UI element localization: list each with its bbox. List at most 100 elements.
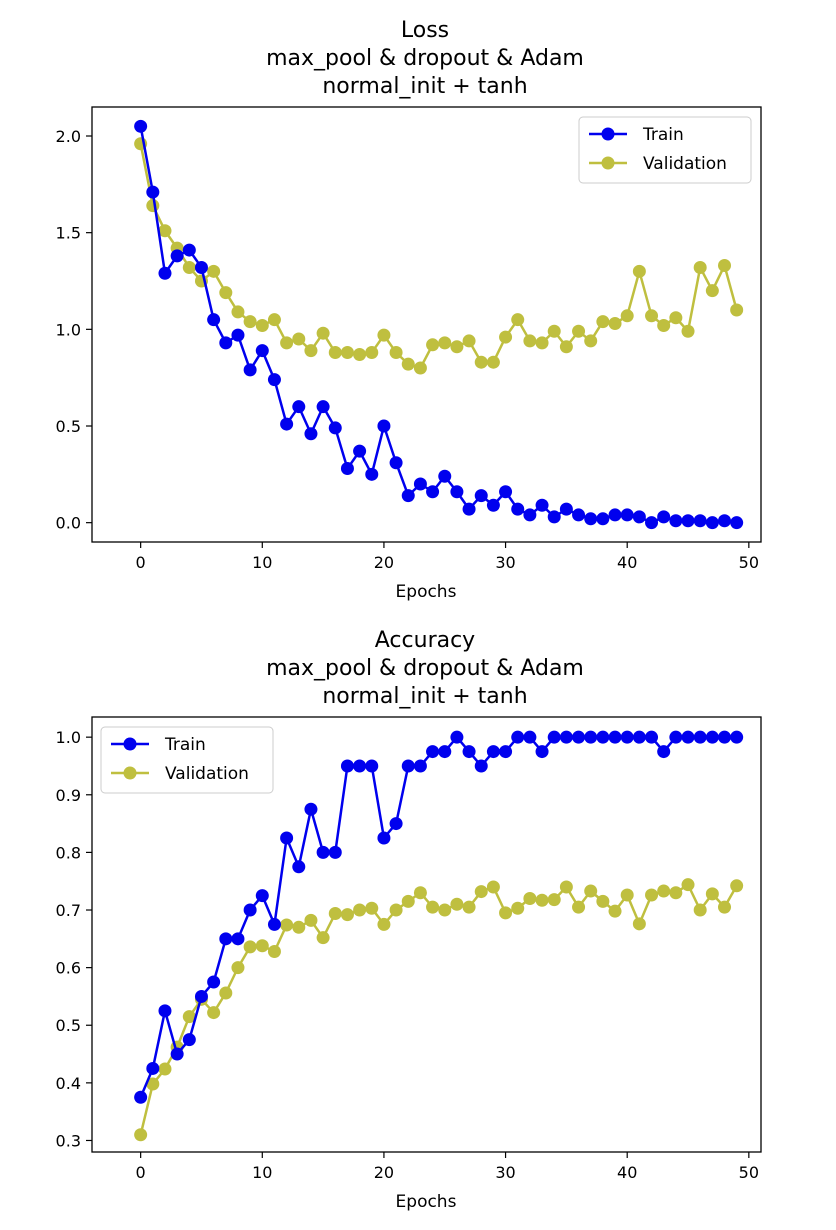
loss-chart-validation-point (292, 332, 306, 346)
loss-chart-train-point (182, 243, 196, 257)
loss-chart-validation-point (511, 313, 525, 327)
accuracy-chart-validation-point (207, 1006, 221, 1020)
accuracy-chart-validation-point (632, 917, 646, 931)
accuracy-chart-validation-point (231, 961, 245, 975)
loss-chart-ticks: 0 10 20 30 40 50 0.0 0.5 1.0 1.5 2.0 (56, 127, 759, 572)
accuracy-chart-y-tick-label: 0.3 (56, 1131, 81, 1150)
loss-chart-train-point (596, 512, 610, 526)
accuracy-chart-train-point (243, 903, 257, 917)
loss-chart-train-point (559, 502, 573, 516)
accuracy-chart-title-line-1: Accuracy (375, 628, 475, 653)
accuracy-chart-validation-point (474, 885, 488, 899)
loss-chart-validation-point (182, 260, 196, 274)
loss-chart-validation-point (304, 344, 318, 358)
accuracy-chart-train-point (158, 1004, 172, 1018)
loss-chart-validation-point (243, 315, 257, 329)
loss-chart-validation-point (657, 318, 671, 332)
accuracy-chart-train-point (194, 989, 208, 1003)
accuracy-chart-train-point (523, 730, 537, 744)
loss-chart-train-point (158, 266, 172, 280)
accuracy-chart-title-line-3: normal_init + tanh (322, 684, 527, 709)
accuracy-chart-validation-point (645, 888, 659, 902)
loss-chart-validation-point (572, 324, 586, 338)
accuracy-chart-x-tick-label: 40 (617, 1163, 637, 1182)
accuracy-chart-series (134, 730, 744, 1142)
accuracy-chart-validation-point (146, 1077, 160, 1091)
accuracy-chart-validation-point (353, 903, 367, 917)
loss-chart-train-point (146, 185, 160, 199)
accuracy-chart-train-point (134, 1090, 148, 1104)
accuracy-chart-validation-point (523, 891, 537, 905)
loss-chart-legend: Train Validation (578, 116, 752, 184)
accuracy-chart-train-point (499, 745, 513, 759)
accuracy-chart-y-tick-label: 0.6 (56, 959, 81, 978)
accuracy-chart-validation-point (718, 900, 732, 914)
loss-chart-train-point (511, 502, 525, 516)
loss-chart-validation-point (730, 303, 744, 317)
loss-chart-train-point (316, 400, 330, 414)
accuracy-chart-train-point (693, 730, 707, 744)
loss-chart-legend-validation-label: Validation (643, 154, 727, 174)
accuracy-chart-train-point (340, 759, 354, 773)
loss-chart-validation-point (353, 347, 367, 361)
accuracy-chart-validation-point (316, 931, 330, 945)
accuracy-chart-x-axis-label: Epochs (396, 1192, 457, 1212)
accuracy-chart-validation-point (243, 940, 257, 954)
accuracy-chart-validation-point (620, 888, 634, 902)
loss-chart-train-point (413, 477, 427, 491)
loss-chart-validation-point (608, 317, 622, 331)
accuracy-chart-validation-point (413, 886, 427, 900)
loss-chart-train-point (657, 510, 671, 524)
loss-chart-train-point (486, 498, 500, 512)
loss-chart-plot-frame (91, 106, 762, 543)
loss-chart-validation-point (632, 264, 646, 278)
loss-chart-validation-point (596, 315, 610, 329)
accuracy-chart-train-point (389, 817, 403, 831)
loss-chart-train-point (438, 469, 452, 483)
loss-chart-train-point (693, 514, 707, 528)
accuracy-chart-train-point (718, 730, 732, 744)
loss-chart-y-tick-label: 0.0 (56, 514, 81, 533)
loss-chart-train-point (669, 514, 683, 528)
accuracy-chart-validation-point (280, 918, 294, 932)
loss-chart-validation-point (693, 260, 707, 274)
accuracy-chart-train-point (255, 889, 269, 903)
loss-chart-train-point (730, 516, 744, 530)
loss-chart-validation-point (547, 324, 561, 338)
accuracy-chart-y-tick-label: 0.4 (56, 1074, 81, 1093)
loss-chart-train-point (170, 249, 184, 263)
accuracy-chart-plot-frame (91, 716, 762, 1153)
loss-chart-train-point (401, 489, 415, 503)
accuracy-chart-train-point (413, 759, 427, 773)
accuracy-chart-legend-train-label: Train (164, 735, 206, 755)
accuracy-chart-x-tick-label: 50 (739, 1163, 759, 1182)
accuracy-chart-validation-point (134, 1128, 148, 1142)
accuracy-chart-validation-point (182, 1010, 196, 1024)
loss-chart-train-point (499, 485, 513, 499)
accuracy-chart-validation-point (450, 897, 464, 911)
loss-chart-validation-point (462, 334, 476, 348)
loss-chart-y-tick-label: 0.5 (56, 417, 81, 436)
loss-chart-train-point (632, 510, 646, 524)
accuracy-chart-train-point (219, 932, 233, 946)
accuracy-chart-x-tick-label: 10 (252, 1163, 272, 1182)
accuracy-chart-title-line-2: max_pool & dropout & Adam (266, 656, 584, 681)
loss-chart-train-point (389, 456, 403, 470)
loss-chart-legend-validation-marker (601, 156, 615, 170)
loss-chart-train-point (450, 485, 464, 499)
accuracy-chart-train-point (730, 730, 744, 744)
accuracy-chart-validation-point (730, 879, 744, 893)
loss-chart-validation-point (316, 326, 330, 340)
loss-chart-validation-point (340, 346, 354, 360)
loss-chart-train-point (280, 417, 294, 431)
loss-chart-x-tick-label: 40 (617, 553, 637, 572)
loss-chart-train-point (194, 260, 208, 274)
accuracy-chart-train-point (608, 730, 622, 744)
loss-chart-validation-point (474, 355, 488, 369)
accuracy-chart-validation-point (608, 904, 622, 918)
loss-chart-train-point (426, 485, 440, 499)
accuracy-chart-validation-point (267, 945, 281, 958)
loss-chart-train-point (377, 419, 391, 433)
loss-chart: Loss max_pool & dropout & Adam normal_in… (56, 18, 762, 602)
